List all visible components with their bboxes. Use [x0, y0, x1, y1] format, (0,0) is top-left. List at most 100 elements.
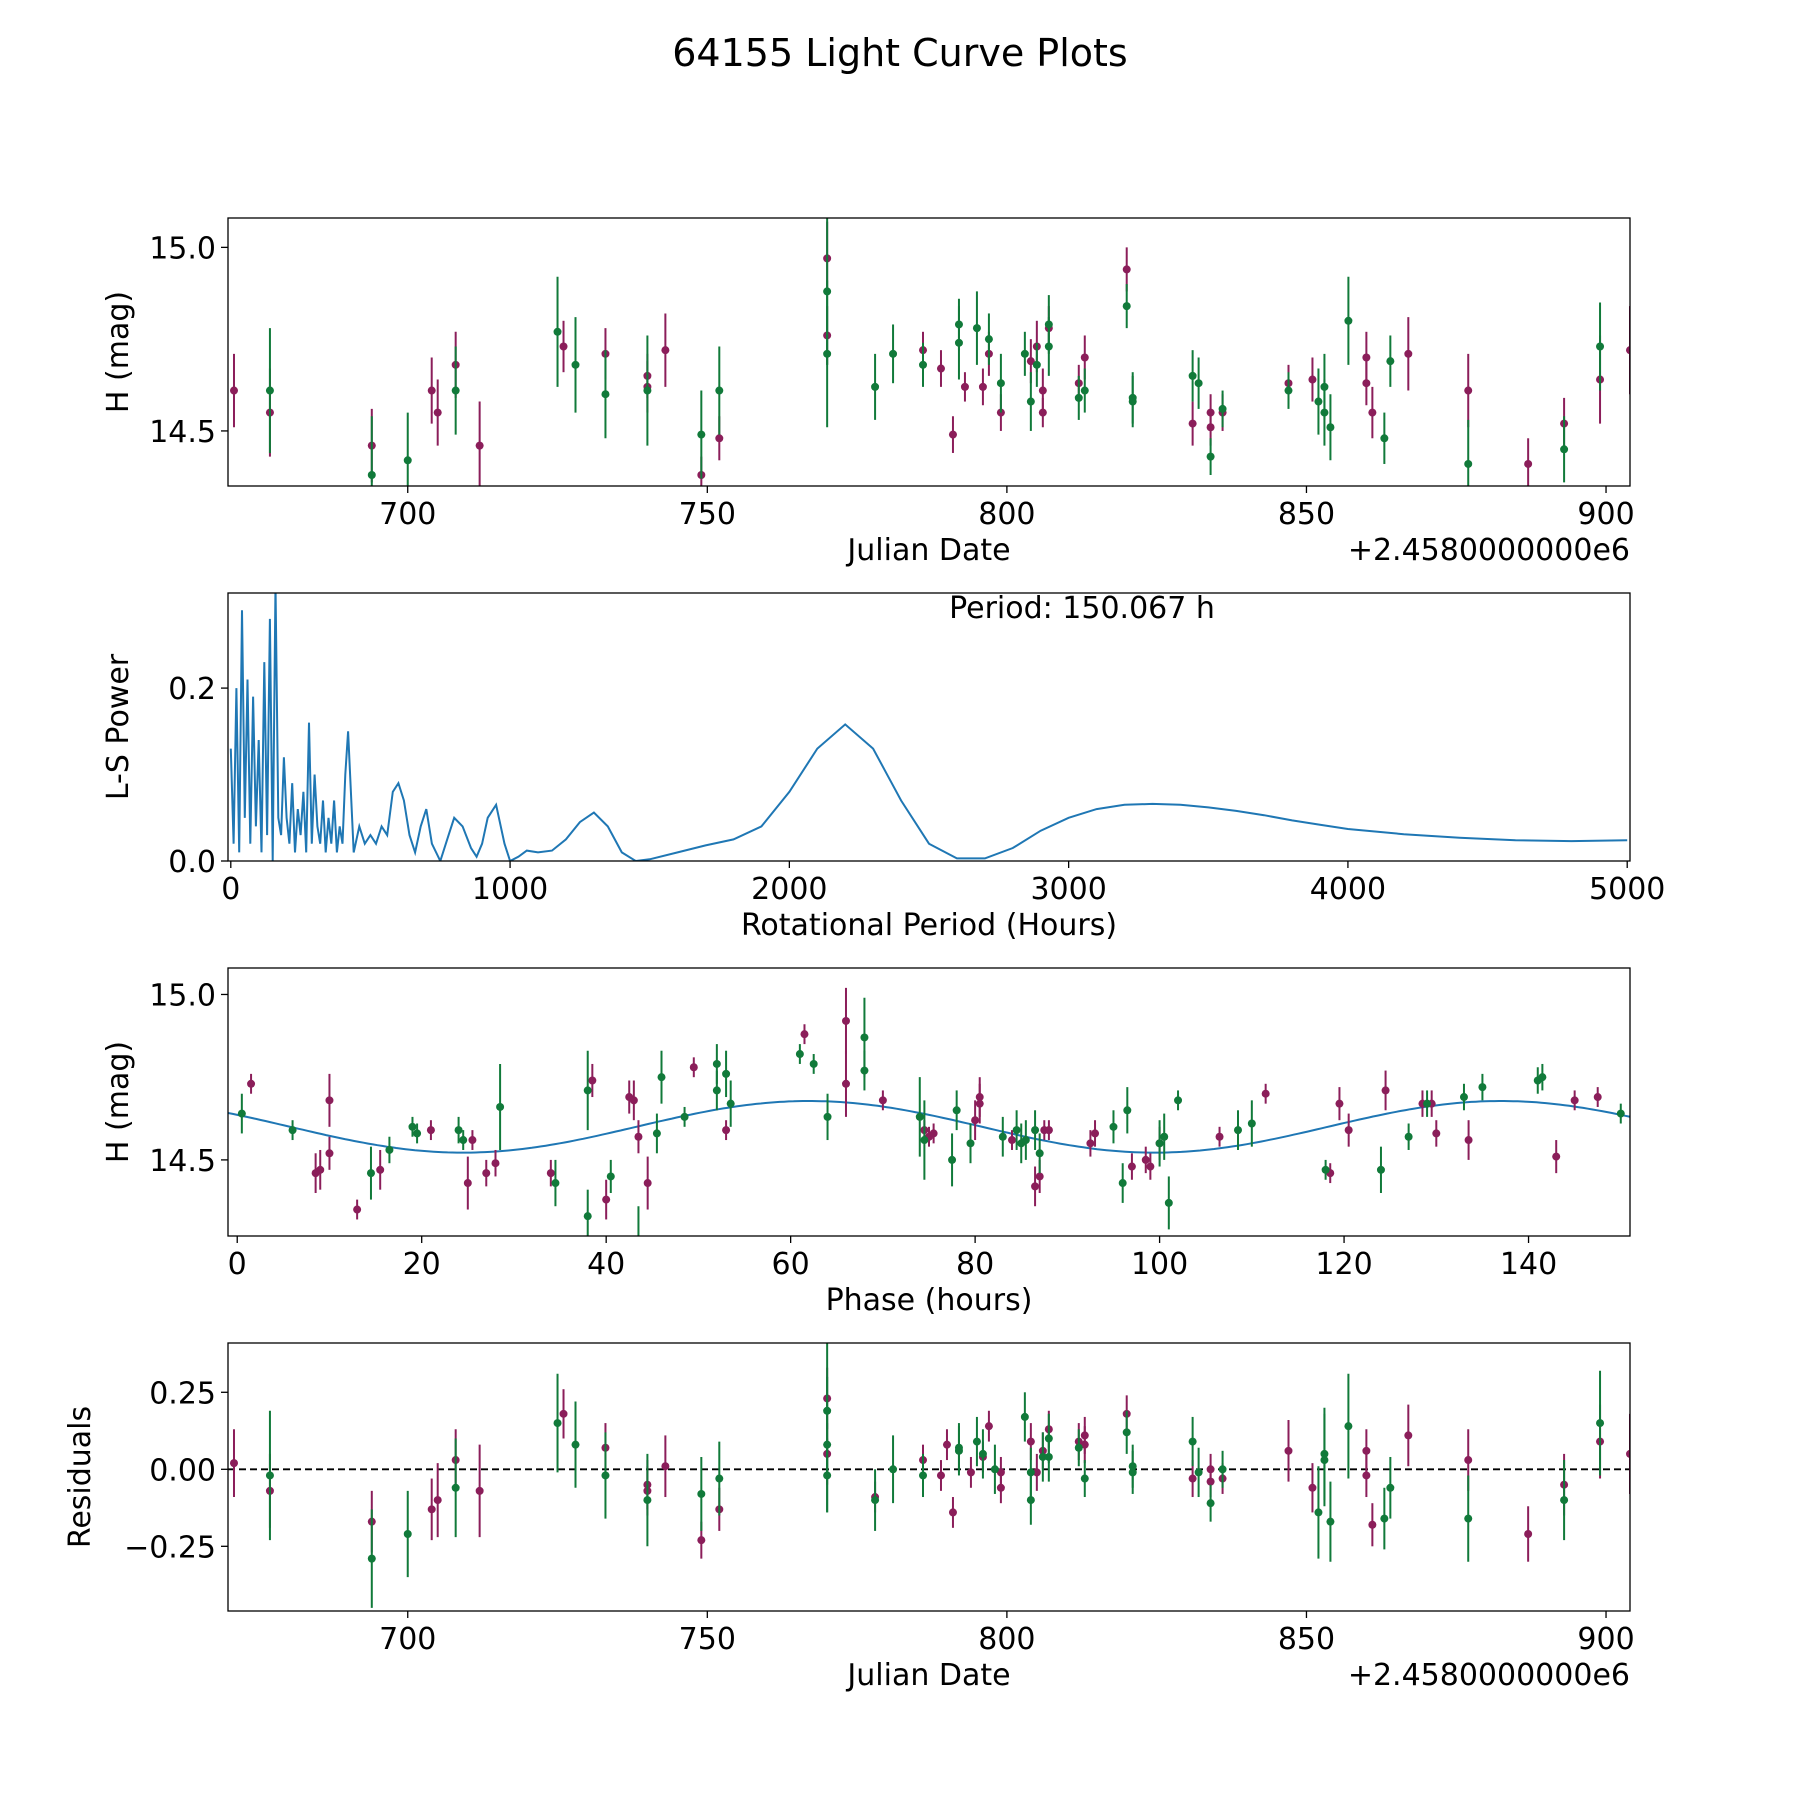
- data-point[interactable]: [629, 1080, 638, 1121]
- data-point[interactable]: [385, 1136, 394, 1164]
- data-marker[interactable]: [1320, 382, 1329, 391]
- data-point[interactable]: [1284, 1420, 1293, 1482]
- data-marker[interactable]: [1188, 1437, 1197, 1446]
- data-point[interactable]: [1464, 1120, 1473, 1160]
- data-point[interactable]: [1026, 1447, 1035, 1498]
- data-marker[interactable]: [1127, 1162, 1136, 1171]
- data-marker[interactable]: [1362, 1446, 1371, 1455]
- data-marker[interactable]: [451, 386, 460, 395]
- data-point[interactable]: [954, 1426, 963, 1476]
- data-marker[interactable]: [936, 364, 945, 373]
- data-point[interactable]: [1423, 1090, 1432, 1117]
- data-marker[interactable]: [1459, 1093, 1468, 1102]
- data-marker[interactable]: [1464, 386, 1473, 395]
- data-marker[interactable]: [265, 1471, 274, 1480]
- data-marker[interactable]: [1038, 386, 1047, 395]
- data-marker[interactable]: [1570, 1096, 1579, 1105]
- data-marker[interactable]: [1616, 1109, 1625, 1118]
- data-marker[interactable]: [871, 1496, 880, 1505]
- data-marker[interactable]: [715, 1474, 724, 1483]
- data-point[interactable]: [1044, 1120, 1053, 1141]
- data-marker[interactable]: [860, 1033, 869, 1042]
- data-point[interactable]: [1123, 1087, 1132, 1134]
- data-point[interactable]: [1206, 1484, 1215, 1522]
- data-marker[interactable]: [823, 1471, 832, 1480]
- data-marker[interactable]: [1596, 1419, 1605, 1428]
- data-marker[interactable]: [1123, 1106, 1132, 1115]
- data-marker[interactable]: [1074, 1443, 1083, 1452]
- data-marker[interactable]: [1086, 1139, 1095, 1148]
- data-marker[interactable]: [643, 1496, 652, 1505]
- data-point[interactable]: [1032, 342, 1041, 387]
- data-marker[interactable]: [1247, 1119, 1256, 1128]
- data-marker[interactable]: [1194, 1468, 1203, 1477]
- data-point[interactable]: [1127, 1153, 1136, 1180]
- data-point[interactable]: [984, 1410, 993, 1442]
- data-point[interactable]: [1538, 1063, 1547, 1091]
- data-marker[interactable]: [1118, 1179, 1127, 1188]
- data-point[interactable]: [1464, 353, 1473, 428]
- data-point[interactable]: [1155, 1120, 1164, 1167]
- data-marker[interactable]: [1308, 1483, 1317, 1492]
- data-marker[interactable]: [1206, 452, 1215, 461]
- data-point[interactable]: [1031, 1110, 1040, 1150]
- data-point[interactable]: [316, 1149, 325, 1190]
- data-point[interactable]: [971, 1100, 980, 1141]
- data-point[interactable]: [1194, 357, 1203, 409]
- data-point[interactable]: [1626, 1413, 1634, 1494]
- data-point[interactable]: [1128, 375, 1137, 428]
- data-point[interactable]: [1524, 1506, 1533, 1562]
- data-point[interactable]: [1368, 386, 1377, 439]
- data-marker[interactable]: [237, 1109, 246, 1118]
- data-marker[interactable]: [1109, 1122, 1118, 1131]
- data-marker[interactable]: [1174, 1096, 1183, 1105]
- data-marker[interactable]: [942, 1440, 951, 1449]
- data-point[interactable]: [1308, 1463, 1317, 1513]
- data-point[interactable]: [823, 1093, 832, 1141]
- data-point[interactable]: [1560, 1460, 1569, 1541]
- data-point[interactable]: [715, 1441, 724, 1516]
- data-marker[interactable]: [325, 1096, 334, 1105]
- data-point[interactable]: [929, 1123, 938, 1144]
- data-point[interactable]: [403, 1490, 412, 1578]
- data-point[interactable]: [1188, 350, 1197, 402]
- data-point[interactable]: [1174, 1090, 1183, 1111]
- data-point[interactable]: [571, 317, 580, 413]
- data-point[interactable]: [1344, 1113, 1353, 1147]
- data-point[interactable]: [1038, 368, 1047, 413]
- data-point[interactable]: [229, 353, 238, 428]
- data-point[interactable]: [1464, 419, 1473, 508]
- data-marker[interactable]: [1206, 408, 1215, 417]
- data-point[interactable]: [1261, 1083, 1270, 1104]
- data-marker[interactable]: [288, 1126, 297, 1135]
- data-marker[interactable]: [1031, 1126, 1040, 1135]
- data-marker[interactable]: [948, 1155, 957, 1164]
- data-marker[interactable]: [1321, 1165, 1330, 1174]
- data-marker[interactable]: [889, 1465, 898, 1474]
- data-point[interactable]: [403, 412, 412, 508]
- data-point[interactable]: [990, 1444, 999, 1494]
- data-point[interactable]: [583, 1050, 592, 1131]
- data-marker[interactable]: [795, 1050, 804, 1059]
- data-point[interactable]: [996, 1456, 1005, 1488]
- data-point[interactable]: [1080, 1426, 1089, 1464]
- data-point[interactable]: [1044, 317, 1053, 376]
- data-point[interactable]: [553, 276, 562, 387]
- data-marker[interactable]: [367, 470, 376, 479]
- data-point[interactable]: [919, 1453, 928, 1498]
- data-marker[interactable]: [1404, 349, 1413, 358]
- data-point[interactable]: [643, 335, 652, 446]
- data-marker[interactable]: [1215, 1132, 1224, 1141]
- data-marker[interactable]: [427, 386, 436, 395]
- data-marker[interactable]: [1122, 1428, 1131, 1437]
- data-marker[interactable]: [1080, 1440, 1089, 1449]
- data-marker[interactable]: [990, 1465, 999, 1474]
- data-marker[interactable]: [1128, 397, 1137, 406]
- data-point[interactable]: [1552, 1140, 1561, 1174]
- data-marker[interactable]: [463, 1179, 472, 1188]
- data-marker[interactable]: [920, 1136, 929, 1145]
- data-marker[interactable]: [1386, 357, 1395, 366]
- data-point[interactable]: [634, 1206, 642, 1285]
- data-point[interactable]: [367, 1509, 376, 1608]
- data-point[interactable]: [1380, 1487, 1389, 1550]
